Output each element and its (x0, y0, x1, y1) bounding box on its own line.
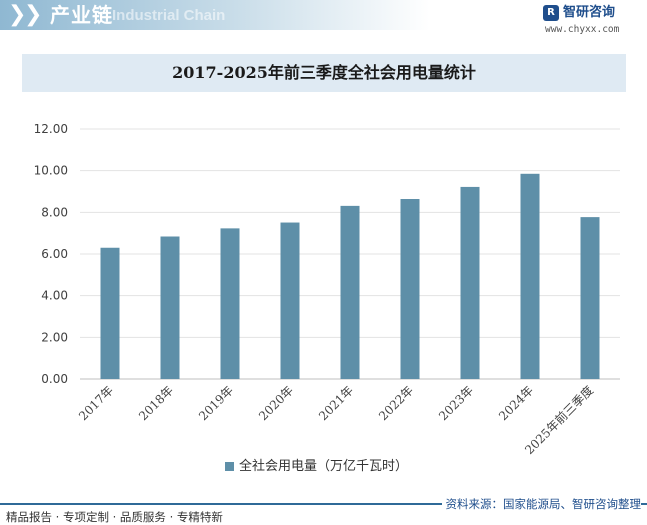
y-tick-label: 12.00 (34, 122, 68, 136)
y-tick-label: 2.00 (41, 330, 68, 344)
x-tick-label: 2019年 (196, 383, 236, 423)
y-tick-label: 8.00 (41, 205, 68, 219)
header-band (0, 0, 430, 30)
brand-block: R 智研咨询 www.chyxx.com (543, 4, 633, 38)
bar (400, 199, 420, 379)
y-tick-label: 10.00 (34, 164, 68, 178)
footer-divider (0, 503, 647, 505)
chevron-right-icon: ❯ (24, 2, 43, 27)
y-tick-label: 4.00 (41, 289, 68, 303)
brand-name: 智研咨询 (563, 5, 616, 20)
x-tick-label: 2020年 (256, 383, 296, 423)
legend-label: 全社会用电量（万亿千瓦时） (239, 459, 409, 474)
chart-title-box: 2017-2025年前三季度全社会用电量统计 (22, 54, 626, 92)
brand-logo-icon: R (543, 5, 559, 21)
bar (340, 205, 360, 379)
x-tick-label: 2021年 (316, 383, 356, 423)
bar (280, 222, 300, 379)
chevron-right-icon: ❯ (8, 2, 27, 27)
header-bar: ❯ ❯ 产业链 Industrial Chain R 智研咨询 www.chyx… (0, 0, 647, 38)
bar (100, 247, 120, 379)
header-watermark: Industrial Chain (112, 7, 226, 24)
brand-url: www.chyxx.com (545, 24, 620, 35)
x-tick-label: 2017年 (76, 383, 116, 423)
x-tick-label: 2022年 (376, 383, 416, 423)
bar (220, 228, 240, 379)
y-tick-label: 0.00 (41, 372, 68, 386)
x-tick-label: 2023年 (436, 383, 476, 423)
chart-title: 2017-2025年前三季度全社会用电量统计 (172, 63, 476, 82)
x-tick-label: 2018年 (136, 383, 176, 423)
bar (520, 173, 540, 379)
footer-source: 资料来源：国家能源局、智研咨询整理 (441, 496, 641, 512)
x-tick-label: 2024年 (496, 383, 536, 423)
section-title: 产业链 (50, 3, 113, 27)
footer-slogan: 精品报告 · 专项定制 · 品质服务 · 专精特新 (6, 510, 223, 524)
bar (160, 236, 180, 379)
bar (460, 186, 480, 379)
legend-swatch (225, 462, 234, 471)
bar (580, 217, 600, 379)
y-tick-label: 6.00 (41, 247, 68, 261)
